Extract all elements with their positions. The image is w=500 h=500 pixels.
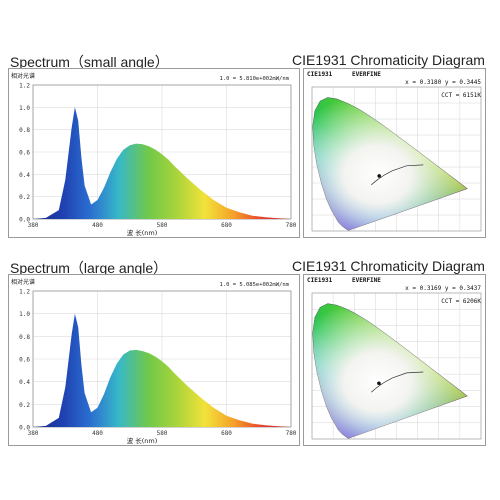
y-tick-label: 0.0 bbox=[19, 217, 30, 224]
planckian-locus bbox=[371, 371, 424, 393]
measured-point bbox=[377, 381, 381, 386]
x-tick-label: 680 bbox=[221, 222, 232, 229]
x-tick-label: 480 bbox=[92, 222, 103, 229]
y-tick-label: 1.0 bbox=[19, 311, 30, 318]
brand-label: EVERFINE bbox=[352, 277, 381, 284]
cie-plot-svg: CIE1931 EVERFINE x = 0.3180 y = 0.3445 CCT … bbox=[307, 71, 482, 232]
white-region bbox=[312, 97, 468, 231]
white-region bbox=[312, 303, 468, 439]
x-tick-label: 380 bbox=[28, 222, 39, 229]
y-tick-label: 0.4 bbox=[19, 379, 30, 386]
x-tick-label: 780 bbox=[286, 222, 297, 229]
spectrum-chart-small-angle: 0.0 0.2 0.4 0.6 0.8 1.0 1.2 380 480 580 680 780 相对光谱… bbox=[8, 68, 300, 238]
spectrum-plot-svg: 0.0 0.2 0.4 0.6 0.8 1.0 1.2 380 480 580 680 780 相对光谱… bbox=[11, 278, 297, 445]
y-tick-label: 0.8 bbox=[19, 334, 30, 341]
scale-annotation: 1.0 = 5.810e+002mW/nm bbox=[219, 76, 289, 82]
y-tick-label: 0.4 bbox=[19, 172, 30, 179]
x-tick-label: 780 bbox=[286, 430, 297, 437]
x-tick-label: 580 bbox=[157, 430, 168, 437]
x-tick-label: 480 bbox=[92, 430, 103, 437]
xy-readout: x = 0.3169 y = 0.3437 bbox=[405, 285, 481, 292]
x-axis-label: 波 长(nm) bbox=[127, 228, 158, 237]
spectrum-heading-large-angle: Spectrum（large angle） bbox=[10, 260, 168, 276]
plot-frame bbox=[311, 86, 482, 232]
y-tick-label: 1.0 bbox=[19, 105, 30, 112]
cie-heading-1: CIE1931 Chromaticity Diagram bbox=[292, 52, 485, 68]
plot-frame bbox=[311, 292, 482, 440]
x-tick-label: 580 bbox=[157, 222, 168, 229]
y-tick-label: 0.2 bbox=[19, 402, 30, 409]
y-tick-label: 0.6 bbox=[19, 357, 30, 364]
y-tick-label: 0.0 bbox=[19, 425, 30, 432]
cie-title: CIE1931 bbox=[307, 71, 333, 78]
spectrum-heading-small-angle: Spectrum（small angle） bbox=[10, 54, 169, 70]
cie-title: CIE1931 bbox=[307, 277, 333, 284]
spectrum-area bbox=[33, 313, 291, 427]
cie-plot-svg: CIE1931 EVERFINE x = 0.3169 y = 0.3437 CCT … bbox=[307, 277, 482, 440]
scale-annotation: 1.0 = 5.085e+002mW/nm bbox=[219, 282, 289, 288]
y-axis-label: 相对光谱 bbox=[11, 278, 35, 286]
planckian-locus bbox=[371, 164, 424, 186]
cct-readout: CCT = 6206K bbox=[441, 298, 481, 305]
cie-heading-2: CIE1931 Chromaticity Diagram bbox=[292, 258, 485, 274]
y-tick-label: 0.6 bbox=[19, 150, 30, 157]
cct-readout: CCT = 6151K bbox=[441, 92, 481, 99]
cie-diagram-1: CIE1931 EVERFINE x = 0.3180 y = 0.3445 CCT … bbox=[303, 68, 486, 238]
xy-readout: x = 0.3180 y = 0.3445 bbox=[405, 79, 481, 86]
y-tick-label: 1.2 bbox=[19, 83, 30, 90]
spectrum-area bbox=[33, 107, 291, 219]
cie-diagram-2: CIE1931 EVERFINE x = 0.3169 y = 0.3437 CCT … bbox=[303, 274, 486, 446]
brand-label: EVERFINE bbox=[352, 71, 381, 78]
y-tick-label: 0.8 bbox=[19, 127, 30, 134]
spectrum-plot-svg: 0.0 0.2 0.4 0.6 0.8 1.0 1.2 380 480 580 680 780 相对光谱… bbox=[11, 72, 297, 237]
x-tick-label: 680 bbox=[221, 430, 232, 437]
y-tick-label: 0.2 bbox=[19, 194, 30, 201]
measured-point bbox=[377, 174, 381, 178]
x-tick-label: 380 bbox=[28, 430, 39, 437]
y-tick-label: 1.2 bbox=[19, 289, 30, 296]
spectrum-chart-large-angle: 0.0 0.2 0.4 0.6 0.8 1.0 1.2 380 480 580 680 780 相对光谱… bbox=[8, 274, 300, 446]
y-axis-label: 相对光谱 bbox=[11, 72, 35, 80]
x-axis-label: 波 长(nm) bbox=[127, 436, 158, 445]
